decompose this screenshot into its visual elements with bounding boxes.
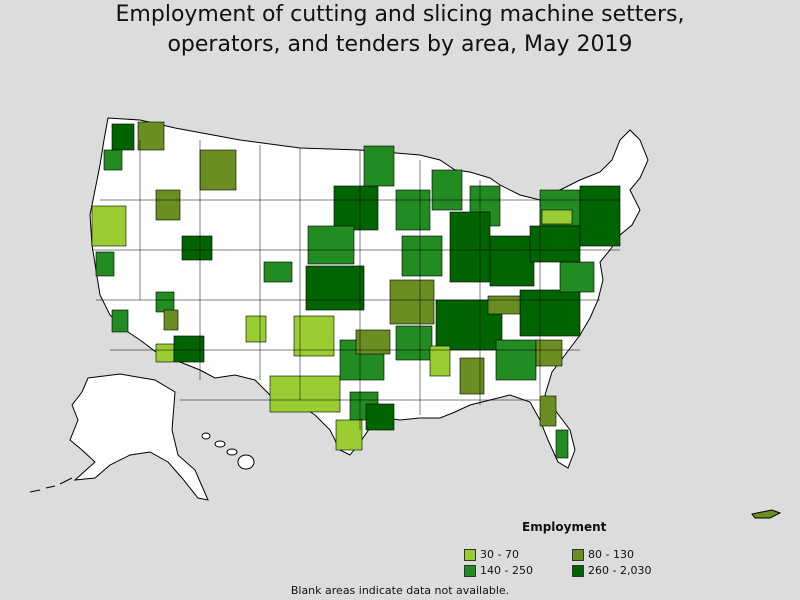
area-virginia xyxy=(559,261,595,293)
area-arkansas xyxy=(395,325,433,361)
area-regions xyxy=(91,121,621,459)
area-las-vegas xyxy=(155,291,175,313)
area-ohio xyxy=(489,235,535,287)
aleutian-islands xyxy=(29,477,73,493)
area-sf-bay xyxy=(95,251,115,277)
area-los-angeles xyxy=(111,309,129,333)
area-wisconsin xyxy=(395,189,431,231)
legend-swatch xyxy=(572,564,584,577)
area-florida-central xyxy=(539,395,557,427)
legend-swatch xyxy=(464,564,476,577)
blank-areas-note: Blank areas indicate data not available. xyxy=(290,584,510,597)
area-mn-north xyxy=(363,145,395,187)
title-line-2: operators, and tenders by area, May 2019 xyxy=(167,32,633,57)
area-houston xyxy=(365,403,395,431)
map-title: Employment of cutting and slicing machin… xyxy=(0,0,800,60)
area-nv-south xyxy=(163,309,179,331)
legend-swatch xyxy=(572,548,584,561)
area-n-california xyxy=(91,205,127,247)
area-phoenix xyxy=(173,335,205,363)
area-idaho xyxy=(155,189,181,221)
area-albuquerque xyxy=(245,315,267,343)
area-denver xyxy=(263,261,293,283)
area-ok-east xyxy=(355,329,391,355)
area-mississippi xyxy=(429,345,451,377)
legend-item-80-130: 80 - 130 xyxy=(572,548,682,561)
map-legend: Employment 30 - 70 80 - 130 140 - 250 26… xyxy=(464,520,684,577)
area-pennsylvania xyxy=(529,225,581,263)
area-missouri xyxy=(389,279,435,325)
area-nebraska xyxy=(307,225,355,265)
puerto-rico xyxy=(751,509,782,519)
area-south-texas xyxy=(335,419,363,451)
contiguous-us-outline xyxy=(89,117,649,469)
area-montana-west xyxy=(199,149,237,191)
area-minnesota xyxy=(333,185,379,231)
area-wa-east xyxy=(137,121,165,151)
area-boundaries xyxy=(92,140,620,430)
area-iowa xyxy=(401,235,443,277)
legend-swatch xyxy=(464,548,476,561)
area-michigan-up xyxy=(431,169,463,211)
title-line-1: Employment of cutting and slicing machin… xyxy=(115,2,685,27)
legend-item-260-2030: 260 - 2,030 xyxy=(572,564,682,577)
area-georgia-coast xyxy=(535,339,563,367)
area-salt-lake xyxy=(181,235,213,261)
area-tx-panhandle xyxy=(293,315,335,357)
area-illinois-indiana xyxy=(449,211,491,283)
area-seattle xyxy=(111,123,135,151)
area-pa-north xyxy=(541,209,573,225)
area-az-west xyxy=(155,343,175,363)
area-ky-east xyxy=(487,295,521,315)
area-west-texas xyxy=(269,375,341,413)
area-south-florida xyxy=(555,429,569,459)
legend-item-30-70: 30 - 70 xyxy=(464,548,572,561)
legend-title: Employment xyxy=(522,520,607,534)
area-kansas xyxy=(305,265,365,311)
area-alabama xyxy=(459,357,485,395)
area-new-england xyxy=(579,185,621,247)
alaska-outline xyxy=(69,373,209,501)
area-carolinas xyxy=(519,289,581,337)
area-georgia xyxy=(495,339,537,381)
legend-item-140-250: 140 - 250 xyxy=(464,564,572,577)
hawaii-islands xyxy=(201,432,255,470)
area-portland xyxy=(103,149,123,171)
